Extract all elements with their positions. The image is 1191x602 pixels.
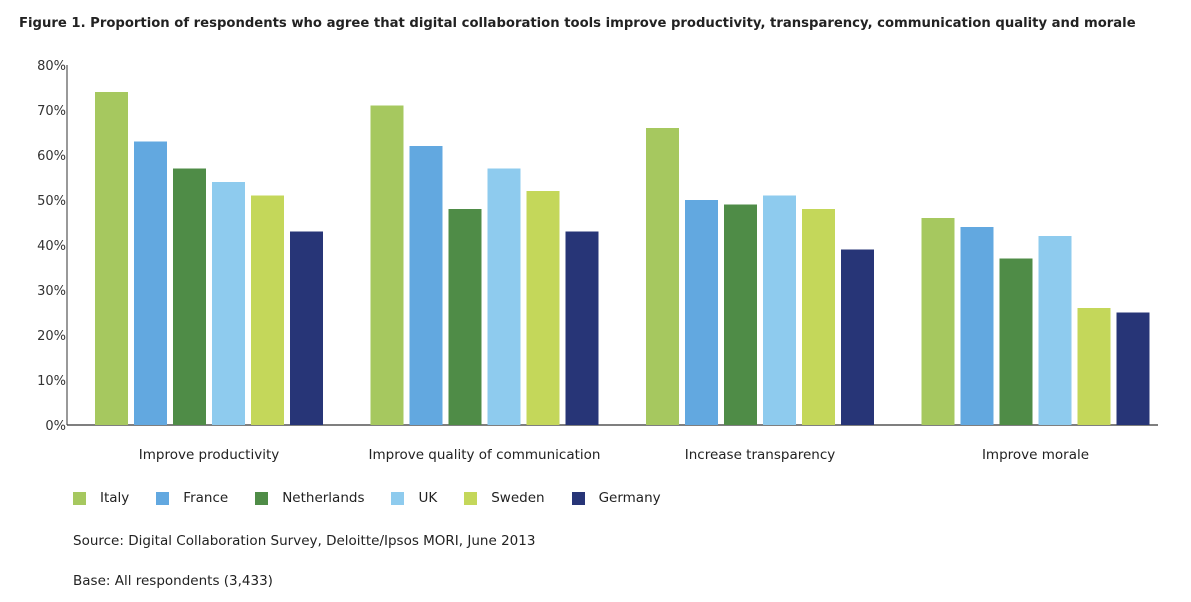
bar-chart: 0% 10% 20% 30% 40% 50% 60% 70% 80% Improve produc… [37,59,1158,463]
bar-germany-3 [1116,312,1150,425]
legend-swatch [255,491,269,505]
bar-uk-3 [1038,236,1072,425]
bar-italy-0 [95,92,128,425]
legend-label: Sweden [491,490,545,506]
legend-item: Italy [73,490,129,506]
legend: Italy France Netherlands UK Sweden Germany [73,490,688,506]
legend-swatch [391,491,405,505]
bar-sweden-0 [251,195,284,425]
bar-netherlands-2 [724,204,757,425]
bar-sweden-1 [526,191,560,425]
legend-label: UK [418,490,438,506]
bar-italy-1 [370,105,404,425]
bar-italy-3 [921,218,955,425]
legend-item: UK [391,490,437,506]
legend-item: Netherlands [255,490,364,506]
source-note: Source: Digital Collaboration Survey, De… [73,533,536,549]
bar-netherlands-0 [173,168,206,425]
legend-swatch [73,491,86,505]
y-tick-label: 10% [37,374,66,389]
y-tick-label: 20% [37,329,66,344]
bar-uk-0 [212,182,245,425]
legend-swatch [464,491,478,505]
legend-swatch [571,491,585,505]
bar-uk-1 [487,168,521,425]
bar-netherlands-3 [999,258,1033,425]
bar-italy-2 [646,128,679,425]
legend-item: Germany [571,490,661,506]
legend-item: Sweden [464,490,545,506]
legend-label: Netherlands [282,490,365,506]
bar-france-2 [685,200,718,425]
bar-germany-1 [565,231,599,425]
y-tick-label: 70% [37,104,66,119]
category-label: Improve quality of communication [369,447,601,463]
y-tick-label: 50% [37,194,66,209]
y-tick-label: 30% [37,284,66,299]
legend-label: Germany [598,490,661,506]
bar-sweden-2 [802,209,835,425]
y-tick-label: 40% [37,239,66,254]
bar-sweden-3 [1077,308,1111,425]
legend-item: France [156,490,228,506]
legend-swatch [156,491,170,505]
bar-netherlands-1 [448,209,482,425]
category-label: Improve productivity [139,447,280,463]
category-label: Increase transparency [685,447,836,463]
legend-label: France [183,490,229,506]
legend-label: Italy [100,490,130,506]
bar-germany-2 [841,249,874,425]
y-tick-label: 80% [37,59,66,74]
bar-germany-0 [290,231,323,425]
y-tick-label: 60% [37,149,66,164]
category-label: Improve morale [982,447,1089,463]
base-note: Base: All respondents (3,433) [73,573,273,589]
chart-title: Figure 1. Proportion of respondents who … [19,16,1136,31]
bar-france-1 [409,146,443,425]
bar-france-0 [134,141,167,425]
bar-uk-2 [763,195,796,425]
bar-france-3 [960,227,994,425]
y-tick-label: 0% [45,419,66,434]
